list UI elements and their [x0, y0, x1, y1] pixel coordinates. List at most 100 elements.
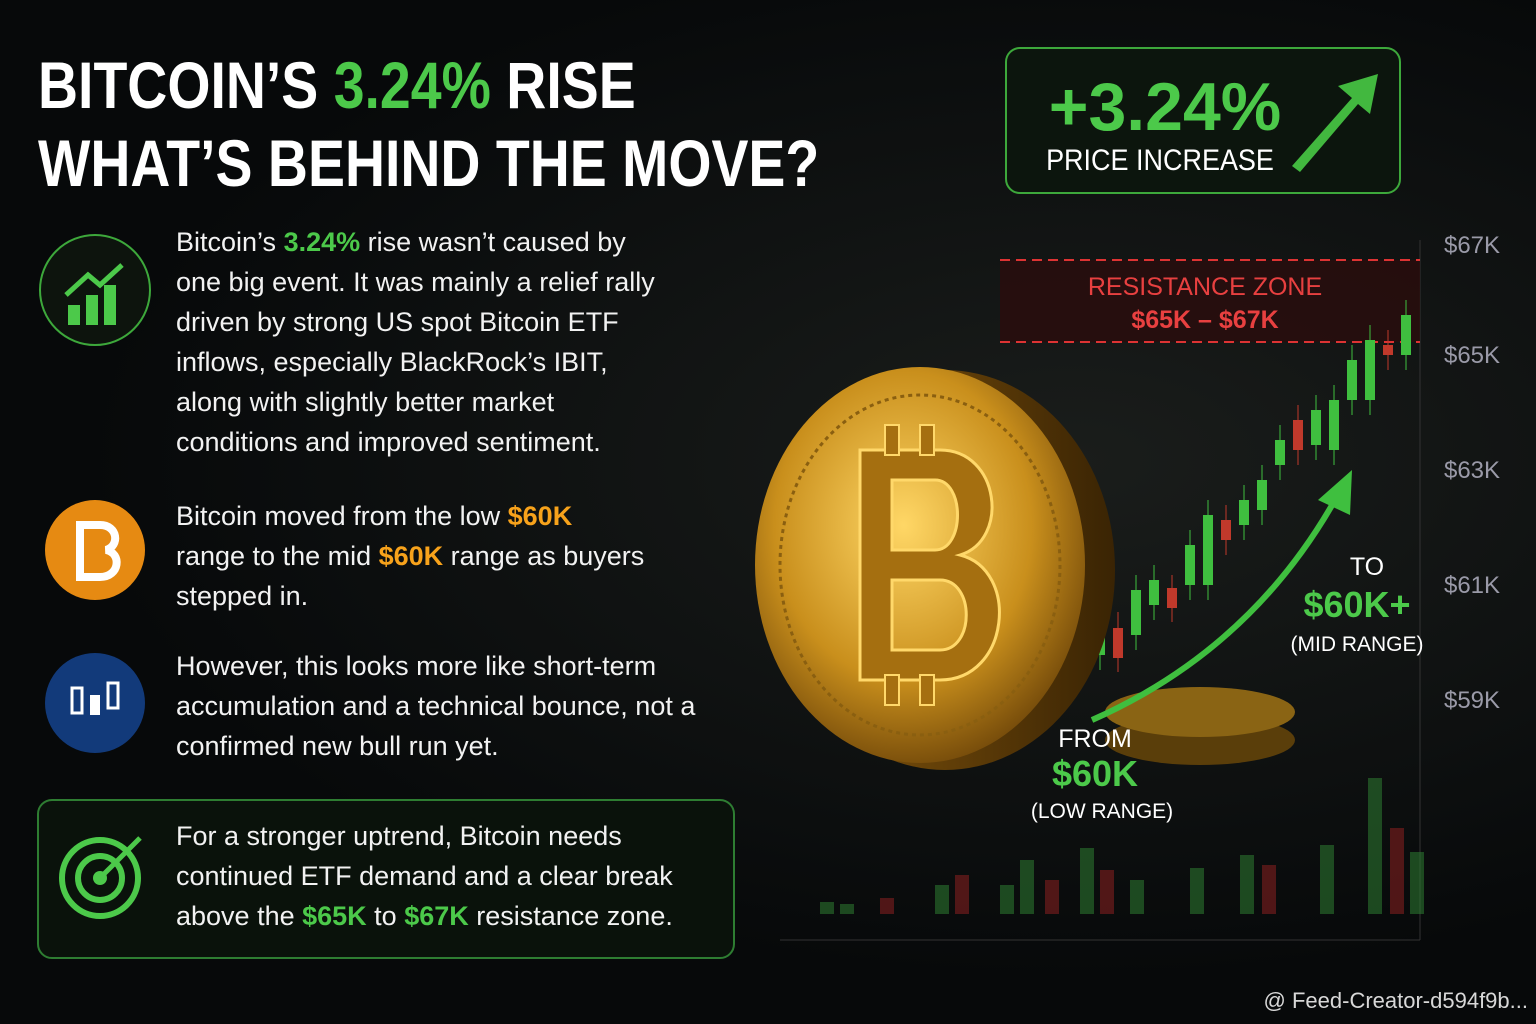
decor — [1131, 590, 1141, 635]
decor — [104, 285, 116, 325]
y-label: $65K — [1444, 342, 1500, 369]
decor — [1262, 865, 1276, 914]
from-value: $60K — [1052, 753, 1138, 794]
decor — [1239, 500, 1249, 525]
text: resistance zone. — [468, 901, 673, 931]
y-label: $67K — [1444, 232, 1500, 259]
title-line2: WHAT’S BEHIND THE MOVE? — [38, 126, 820, 200]
decor — [1020, 860, 1034, 914]
decor — [68, 305, 80, 325]
text: range to the mid — [176, 541, 379, 571]
from-note: (LOW RANGE) — [1031, 800, 1173, 823]
decor — [1368, 778, 1382, 914]
point: For a stronger uptrend, Bitcoin needs co… — [176, 816, 716, 936]
title-part: RISE — [490, 48, 636, 122]
decor — [1190, 868, 1204, 914]
target-icon — [59, 837, 141, 919]
decor — [1293, 420, 1303, 450]
to-note: (MID RANGE) — [1291, 633, 1424, 656]
point: However, this looks more like short-term… — [176, 646, 716, 766]
decor — [880, 898, 894, 914]
decor — [935, 885, 949, 914]
badge-value: +3.24% — [1049, 69, 1282, 145]
title: BITCOIN’S 3.24% RISE WHAT’S BEHIND THE M… — [38, 46, 819, 202]
decor — [1257, 480, 1267, 510]
volume-bars — [820, 778, 1424, 914]
highlight: $60K — [378, 541, 444, 571]
decor — [1401, 315, 1411, 355]
to-value: $60K+ — [1303, 584, 1410, 625]
up-arrow — [1292, 74, 1378, 172]
decor — [1203, 515, 1213, 585]
coin-b — [858, 448, 1001, 682]
decor — [1130, 880, 1144, 914]
coin-b — [884, 424, 900, 456]
decor — [1167, 588, 1177, 608]
highlight: $60K — [507, 501, 573, 531]
from-word: FROM — [1058, 725, 1132, 753]
chart-icon — [39, 234, 151, 346]
coin-stack — [1105, 687, 1295, 737]
decor — [1311, 410, 1321, 445]
text: to — [366, 901, 405, 931]
y-label: $63K — [1444, 457, 1500, 484]
candles — [1077, 300, 1411, 685]
decor — [1365, 340, 1375, 400]
text: However, this looks more like short-term… — [176, 651, 696, 761]
decor — [1000, 885, 1014, 914]
coin-b — [919, 674, 935, 706]
resistance-range: $65K – $67K — [1131, 306, 1278, 334]
title-part: BITCOIN’S — [38, 48, 334, 122]
decor — [86, 295, 98, 325]
highlight: $65K — [302, 901, 367, 931]
decor — [1221, 520, 1231, 540]
badge-label: PRICE INCREASE — [1046, 144, 1274, 178]
decor — [90, 695, 100, 715]
coin-b — [919, 424, 935, 456]
bitcoin-icon — [45, 500, 145, 600]
decor — [1329, 400, 1339, 450]
decor — [820, 902, 834, 914]
y-label: $61K — [1444, 572, 1500, 599]
decor — [1149, 580, 1159, 605]
watermark: @ Feed-Creator-d594f9b... — [1264, 988, 1528, 1013]
highlight: 3.24% — [283, 227, 361, 257]
decor — [75, 853, 125, 903]
text: range as buyers stepped in. — [176, 541, 645, 611]
decor — [1347, 360, 1357, 400]
text: For a stronger uptrend, Bitcoin needs co… — [176, 821, 673, 931]
decor — [1080, 848, 1094, 914]
decor — [106, 681, 120, 710]
y-label: $59K — [1444, 687, 1500, 714]
decor — [955, 875, 969, 914]
highlight: $67K — [404, 901, 469, 931]
coin-b — [884, 674, 900, 706]
decor — [1383, 345, 1393, 355]
to-word: TO — [1350, 553, 1384, 581]
coin-ring — [778, 393, 1062, 737]
decor — [1275, 440, 1285, 465]
decor — [64, 263, 124, 297]
decor — [1390, 828, 1404, 914]
decor — [1045, 880, 1059, 914]
title-highlight: 3.24% — [333, 48, 491, 122]
decor — [1113, 628, 1123, 658]
decor — [1410, 852, 1424, 914]
text: Bitcoin’s — [176, 227, 284, 257]
decor — [1100, 870, 1114, 914]
point: Bitcoin moved from the low $60K range to… — [176, 496, 646, 616]
resistance-box — [1000, 260, 1420, 342]
decor — [70, 686, 84, 715]
decor — [840, 904, 854, 914]
point: Bitcoin’s 3.24% rise wasn’t caused by on… — [176, 222, 676, 462]
decor — [1240, 855, 1254, 914]
trend-arrow — [1090, 498, 1338, 723]
callout-box — [37, 799, 735, 959]
resistance-title: RESISTANCE ZONE — [1088, 273, 1322, 301]
decor — [1185, 545, 1195, 585]
bitcoin-icon-b — [76, 521, 121, 581]
title-line1: BITCOIN’S 3.24% RISE — [38, 46, 819, 124]
decor — [98, 836, 142, 880]
